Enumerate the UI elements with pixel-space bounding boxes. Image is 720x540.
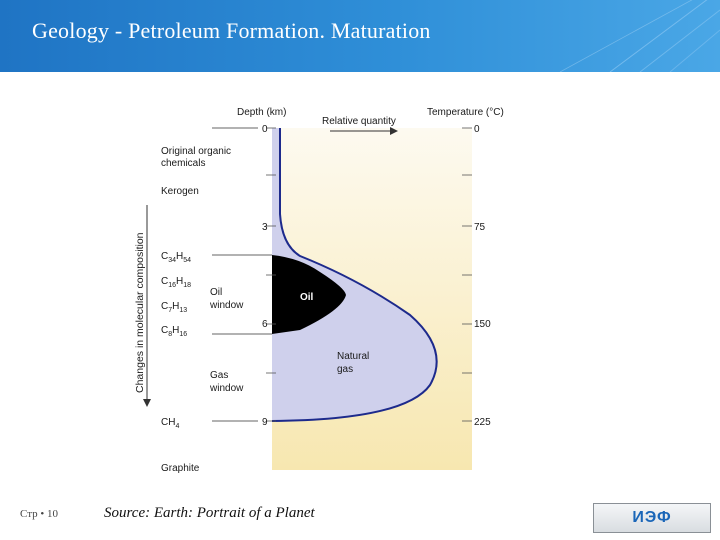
- oil-region: [272, 255, 346, 334]
- label-c8h16: C8H16: [161, 325, 187, 338]
- depth-axis-label: Depth (km): [237, 107, 286, 118]
- label-ch4: CH4: [161, 417, 179, 430]
- label-c34h54: C34H54: [161, 251, 191, 264]
- logo-text: ИЭФ: [632, 509, 672, 526]
- temp-tick-75: 75: [474, 222, 486, 233]
- depth-tick-0: 0: [262, 124, 268, 135]
- temperature-axis-label: Temperature (°C): [427, 107, 504, 118]
- depth-tick-6: 6: [262, 319, 268, 330]
- composition-axis-label: Changes in molecular composition: [134, 232, 146, 393]
- label-gas-window: Gas window: [209, 370, 244, 394]
- source-caption: Source: Earth: Portrait of a Planet: [104, 505, 315, 521]
- label-oil-window: Oil window: [209, 287, 244, 311]
- gas-boundary-line: [271, 128, 438, 422]
- label-natural-gas: Natural gas: [337, 351, 372, 375]
- temp-tick-0: 0: [474, 124, 480, 135]
- label-graphite: Graphite: [161, 463, 200, 474]
- oil-label: Oil: [300, 292, 314, 303]
- ief-logo: ИЭФ: [593, 503, 711, 533]
- header-decoration: [559, 0, 720, 72]
- label-c16h18: C16H18: [161, 276, 191, 289]
- slide-title: Geology - Petroleum Formation. Maturatio…: [32, 18, 431, 43]
- label-original-organic: Original organic chemicals: [161, 146, 234, 169]
- relative-quantity-label: Relative quantity: [322, 116, 396, 127]
- temp-tick-150: 150: [474, 319, 491, 330]
- label-c7h13: C7H13: [161, 301, 187, 314]
- label-kerogen: Kerogen: [161, 186, 199, 197]
- slide-header: Geology - Petroleum Formation. Maturatio…: [0, 0, 720, 72]
- page-number: Стр • 10: [20, 508, 58, 520]
- depth-tick-9: 9: [262, 417, 268, 428]
- depth-tick-3: 3: [262, 222, 268, 233]
- natural-gas-region: [272, 128, 437, 421]
- temp-tick-225: 225: [474, 417, 491, 428]
